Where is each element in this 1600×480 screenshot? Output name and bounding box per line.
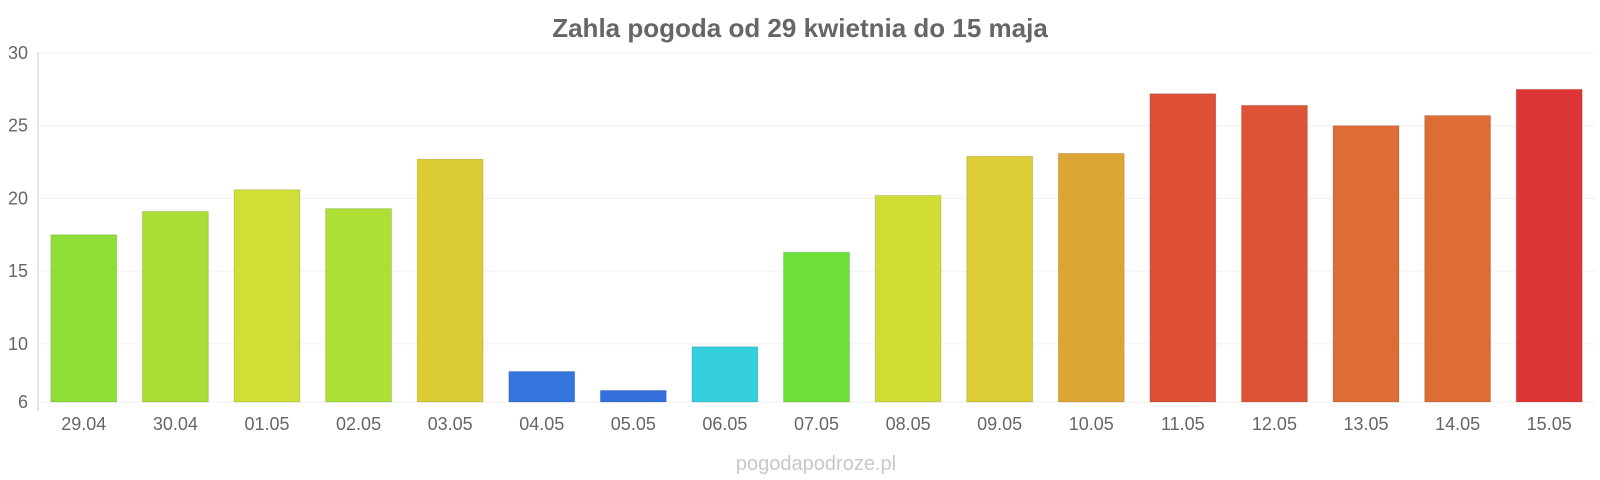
bar-03.05[interactable] bbox=[416, 158, 484, 403]
bar-30.04[interactable] bbox=[141, 211, 209, 403]
bar-14.05[interactable] bbox=[1424, 115, 1492, 403]
x-axis: 29.04 30.04 01.05 02.05 03.05 04.05 05.05 06.05… bbox=[61, 414, 1571, 434]
bar-04.05[interactable] bbox=[508, 370, 576, 403]
x-tick-label: 07.05 bbox=[794, 414, 839, 434]
bar-15.05[interactable] bbox=[1515, 88, 1583, 403]
x-tick-label: 15.05 bbox=[1527, 414, 1572, 434]
x-tick-label: 03.05 bbox=[428, 414, 473, 434]
x-tick-label: 11.05 bbox=[1161, 414, 1205, 434]
x-tick-label: 02.05 bbox=[336, 414, 381, 434]
source-label[interactable]: pogodapodroze.pl bbox=[736, 453, 896, 475]
x-tick-label: 09.05 bbox=[977, 414, 1022, 434]
chart-title: Zahla pogoda od 29 kwietnia do 15 maja bbox=[552, 13, 1048, 43]
x-tick-label: 04.05 bbox=[519, 414, 564, 434]
bar-10.05[interactable] bbox=[1057, 152, 1125, 403]
bar-08.05[interactable] bbox=[874, 195, 942, 403]
y-tick-label: 10 bbox=[8, 334, 28, 354]
y-tick-label: 25 bbox=[8, 116, 28, 136]
y-tick-label: 6 bbox=[18, 392, 28, 412]
bar-09.05[interactable] bbox=[966, 155, 1034, 403]
bar-01.05[interactable] bbox=[233, 189, 301, 403]
bar-13.05[interactable] bbox=[1332, 125, 1400, 403]
x-tick-label: 06.05 bbox=[702, 414, 747, 434]
y-tick-label: 30 bbox=[8, 43, 28, 63]
x-tick-label: 29.04 bbox=[61, 414, 106, 434]
bar-02.05[interactable] bbox=[325, 208, 393, 403]
x-tick-label: 05.05 bbox=[611, 414, 656, 434]
y-tick-label: 15 bbox=[8, 261, 28, 281]
bars bbox=[50, 88, 1583, 403]
bar-29.04[interactable] bbox=[50, 234, 118, 403]
bar-05.05[interactable] bbox=[599, 389, 667, 403]
x-tick-label: 01.05 bbox=[244, 414, 289, 434]
bar-12.05[interactable] bbox=[1240, 104, 1308, 403]
x-tick-label: 08.05 bbox=[886, 414, 931, 434]
x-tick-label: 14.05 bbox=[1435, 414, 1480, 434]
x-tick-label: 13.05 bbox=[1344, 414, 1389, 434]
bar-07.05[interactable] bbox=[783, 251, 850, 403]
y-axis: 6 10 15 20 25 30 bbox=[8, 43, 28, 412]
y-tick-label: 20 bbox=[8, 188, 28, 208]
x-tick-label: 12.05 bbox=[1252, 414, 1297, 434]
bar-06.05[interactable] bbox=[691, 346, 759, 403]
bar-11.05[interactable] bbox=[1149, 93, 1217, 403]
x-tick-label: 10.05 bbox=[1069, 414, 1114, 434]
x-tick-label: 30.04 bbox=[153, 414, 198, 434]
